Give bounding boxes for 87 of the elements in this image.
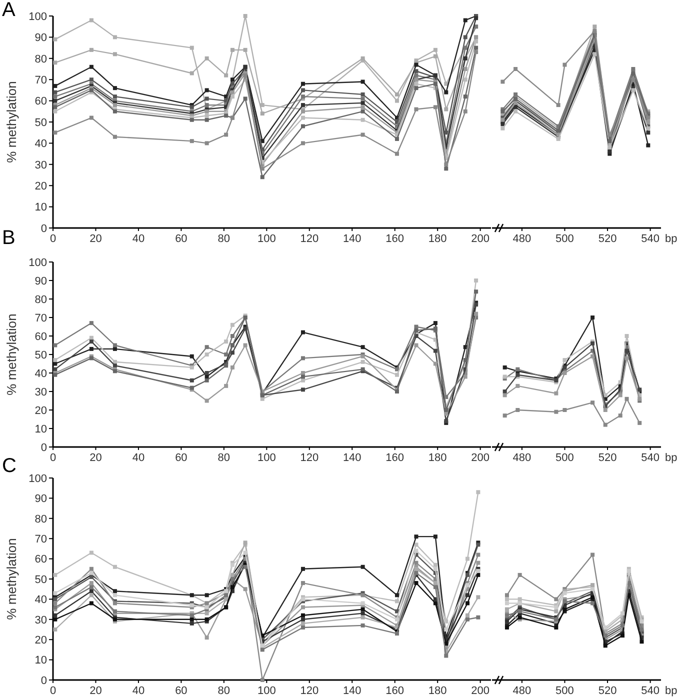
x-tick-label: 480 [512,685,532,697]
y-tick-label: 60 [34,554,47,566]
x-tick-label: 120 [300,685,319,697]
x-tick-label: 160 [386,233,404,245]
x-tick-label: 100 [257,233,276,245]
x-tick-label: 200 [471,452,490,464]
x-tick-label: 200 [471,685,490,697]
chart-title: C [2,455,16,477]
y-tick-label: 80 [34,294,47,306]
y-axis-title: % methylation [4,538,19,620]
x-tick-label: 40 [132,452,145,464]
y-tick-label: 30 [34,614,47,626]
y-tick-label: 80 [34,53,47,66]
x-tick-label: 180 [428,685,447,697]
x-tick-label: 540 [641,685,660,697]
y-axis-title: % methylation [4,81,19,163]
x-tick-label: 20 [90,452,102,464]
x-tick-label: 480 [512,452,532,464]
x-axis-title: bp [665,685,678,697]
y-tick-label: 30 [34,159,47,172]
y-tick-label: 40 [34,594,47,606]
y-tick-label: 50 [34,574,47,586]
x-tick-label: 500 [556,685,574,697]
x-tick-label: 160 [386,452,404,464]
chart-title: B [2,227,16,249]
y-tick-label: 60 [34,330,47,343]
x-tick-label: 500 [556,452,574,464]
x-tick-label: 0 [50,685,56,697]
x-tick-label: 540 [641,233,660,245]
chart-title: A [2,0,16,21]
x-tick-label: 60 [175,452,188,464]
y-tick-label: 0 [40,674,47,687]
x-tick-label: 40 [132,685,145,697]
y-tick-label: 70 [34,312,47,324]
y-tick-label: 90 [34,32,47,44]
y-tick-label: 10 [34,423,47,436]
x-axis-title: bp [665,233,678,245]
y-tick-label: 100 [28,256,47,269]
x-tick-label: 0 [50,233,56,245]
x-tick-label: 500 [556,233,574,245]
y-tick-label: 30 [34,386,47,398]
y-tick-label: 20 [34,180,47,192]
y-tick-label: 50 [34,116,47,129]
x-tick-label: 120 [300,452,319,464]
y-tick-label: 70 [34,74,47,86]
x-tick-label: 180 [428,233,447,245]
y-tick-label: 40 [34,138,47,150]
y-tick-label: 100 [28,472,47,485]
x-tick-label: 40 [132,233,145,245]
x-tick-label: 100 [257,685,276,697]
x-tick-label: 80 [218,452,230,464]
x-tick-label: 20 [90,233,102,245]
y-tick-label: 20 [34,404,47,417]
x-tick-label: 480 [512,233,532,245]
y-tick-label: 70 [34,533,47,546]
x-tick-label: 80 [218,685,230,697]
y-tick-label: 40 [34,368,47,380]
x-tick-label: 20 [90,685,102,697]
x-tick-label: 100 [257,452,276,464]
x-tick-label: 160 [386,685,404,697]
y-tick-label: 90 [34,275,47,288]
x-tick-label: 140 [342,233,362,245]
y-tick-label: 60 [34,96,47,108]
y-tick-label: 20 [34,634,47,646]
x-tick-label: 180 [428,452,447,464]
x-tick-label: 520 [598,452,617,464]
x-tick-label: 520 [598,233,617,245]
x-tick-label: 80 [218,233,230,245]
y-tick-label: 50 [34,349,47,362]
x-tick-label: 0 [50,452,56,464]
x-tick-label: 120 [300,233,319,245]
y-axis-title: % methylation [4,314,19,396]
x-tick-label: 60 [175,233,188,245]
y-tick-label: 0 [40,222,47,235]
y-tick-label: 0 [40,442,47,454]
x-tick-label: 140 [342,685,362,697]
x-tick-label: 140 [342,452,362,464]
y-tick-label: 90 [34,493,47,506]
y-tick-label: 10 [34,202,47,214]
y-tick-label: 80 [34,513,47,526]
x-axis-title: bp [665,452,678,464]
x-tick-label: 60 [175,685,188,697]
x-tick-label: 540 [641,452,660,464]
y-tick-label: 100 [28,10,47,23]
x-tick-label: 520 [598,685,617,697]
x-tick-label: 200 [471,233,490,245]
y-tick-label: 10 [34,654,47,667]
